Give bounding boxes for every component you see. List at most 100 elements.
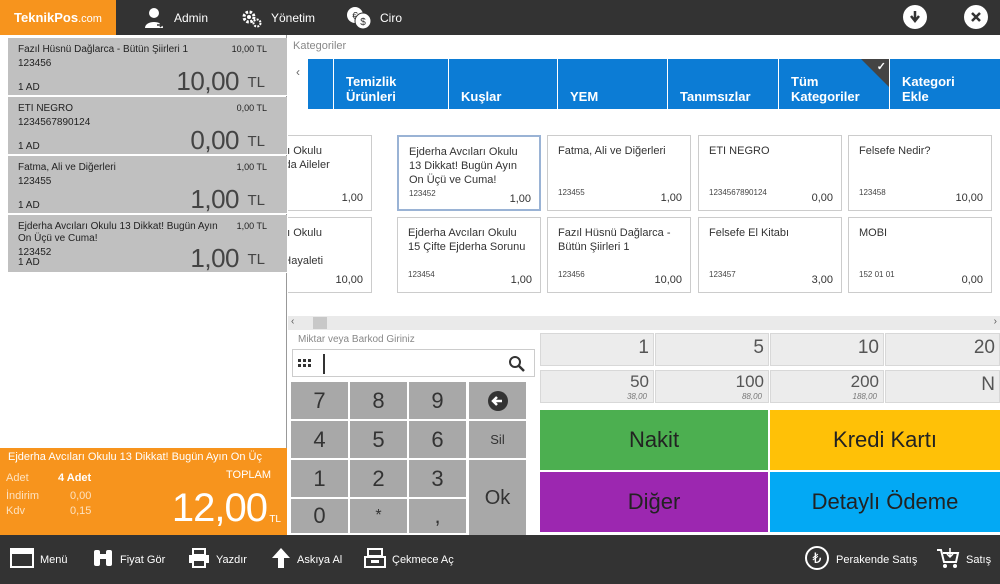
diger-button[interactable]: Diğer — [540, 472, 768, 532]
kredi-karti-button[interactable]: Kredi Kartı — [770, 410, 1000, 470]
amount-button[interactable]: 20 — [885, 333, 1000, 366]
cart-item-name: Fatma, Ali ve Diğerleri — [18, 162, 116, 173]
keypad-4[interactable]: 4 — [291, 421, 348, 458]
cart-list: Fazıl Hüsnü Dağlarca - Bütün Şiirleri 1 … — [8, 38, 287, 274]
product-card[interactable]: Felsefe Nedir? 123458 10,00 — [848, 135, 992, 211]
window-icon — [10, 548, 34, 571]
amount-button[interactable]: N — [885, 370, 1000, 403]
amount-button[interactable]: 1 — [540, 333, 654, 366]
category-tab-partial[interactable] — [308, 59, 333, 109]
keypad-0[interactable]: 0 — [291, 499, 348, 533]
admin-label: Admin — [174, 10, 209, 25]
product-name: Felsefe Nedir? — [859, 145, 931, 157]
category-tab-label: Tüm Kategoriler — [791, 74, 860, 104]
menu-label: Menü — [40, 553, 68, 566]
perakende-satis-button[interactable]: ₺ Perakende Satış — [804, 535, 917, 584]
horizontal-scrollbar[interactable]: ‹ › — [288, 316, 1000, 330]
product-card[interactable]: Fatma, Ali ve Diğerleri 123455 1,00 — [547, 135, 691, 211]
menu-button[interactable]: Menü — [10, 535, 68, 584]
category-scroll-left-button[interactable]: ‹ — [288, 59, 308, 109]
scroll-right-icon[interactable]: › — [993, 316, 997, 327]
category-tab-ekle[interactable]: Kategori Ekle — [890, 59, 1000, 109]
cart-item[interactable]: Fatma, Ali ve Diğerleri 1,00 TL 123455 1… — [8, 156, 287, 214]
cart-item-name: ETI NEGRO — [18, 103, 74, 114]
product-card[interactable]: ETI NEGRO 1234567890124 0,00 — [698, 135, 842, 211]
keyboard-icon[interactable] — [298, 358, 314, 376]
satis-button[interactable]: Satış — [936, 535, 991, 584]
total-currency: TL — [269, 514, 281, 525]
amount-button[interactable]: 50 38,00 — [540, 370, 654, 403]
category-tab-temizlik[interactable]: Temizlik Ürünleri — [334, 59, 448, 109]
keypad-3[interactable]: 3 — [409, 460, 466, 497]
cekmece-ac-button[interactable]: Çekmece Aç — [364, 535, 454, 584]
product-card[interactable]: Ejderha Avcıları Okulu 13 Dikkat! Bugün … — [397, 135, 541, 211]
barcode-input[interactable] — [323, 354, 503, 374]
brand-domain: .com — [78, 13, 102, 25]
indirim-value: 0,00 — [70, 490, 92, 502]
keypad-6[interactable]: 6 — [409, 421, 466, 458]
barcode-label: Miktar veya Barkod Giriniz — [298, 334, 415, 345]
product-grid: ha Avcıları Okulu vah! Eao'da Aileler 1,0… — [288, 110, 1000, 330]
product-code: 123455 — [558, 188, 585, 197]
close-icon[interactable] — [964, 5, 988, 29]
keypad-1[interactable]: 1 — [291, 460, 348, 497]
keypad-2[interactable]: 2 — [350, 460, 407, 497]
product-name: MOBI — [859, 227, 888, 239]
ciro-button[interactable]: € $ Ciro — [346, 0, 402, 35]
sil-button[interactable]: Sil — [469, 421, 526, 458]
keypad-8[interactable]: 8 — [350, 382, 407, 419]
fiyat-gor-button[interactable]: Fiyat Gör — [92, 535, 165, 584]
category-tab-kuslar[interactable]: Kuşlar — [449, 59, 557, 109]
keypad-comma[interactable]: , — [409, 499, 466, 533]
scrollbar-thumb[interactable] — [313, 317, 327, 329]
check-icon: ✓ — [876, 61, 886, 73]
product-card[interactable]: Felsefe El Kitabı 123457 3,00 — [698, 217, 842, 293]
amount-value: 100 — [735, 372, 764, 391]
product-card[interactable]: Ejderha Avcıları Okulu 15 Çifte Ejderha … — [397, 217, 541, 293]
ok-button[interactable]: Ok — [469, 460, 526, 537]
askiya-al-button[interactable]: Askıya Al — [271, 535, 342, 584]
summary-title: Ejderha Avcıları Okulu 13 Dikkat! Bugün … — [8, 451, 262, 463]
cart-item-currency: TL — [247, 74, 265, 91]
product-card[interactable]: ha Avcıları Okulu : Herbert ntaşı'nın Ha… — [288, 217, 372, 293]
amount-button[interactable]: 5 — [655, 333, 769, 366]
amount-button[interactable]: 10 — [770, 333, 884, 366]
category-tab-yem[interactable]: YEM — [558, 59, 667, 109]
scroll-left-icon[interactable]: ‹ — [291, 316, 295, 327]
product-name: Ejderha Avcıları Okulu 13 Dikkat! Bugün … — [409, 146, 518, 186]
product-name: Fatma, Ali ve Diğerleri — [558, 145, 666, 157]
category-tab-tanimsizlar[interactable]: Tanımsızlar — [668, 59, 778, 109]
keypad-star[interactable]: * — [350, 499, 407, 533]
indirim-label: İndirim — [6, 490, 40, 502]
barcode-field[interactable] — [292, 349, 535, 377]
cart-item-amount: 1,00 — [190, 184, 239, 214]
cart-item[interactable]: Fazıl Hüsnü Dağlarca - Bütün Şiirleri 1 … — [8, 38, 287, 96]
cart-item-code: 123456 — [18, 58, 52, 69]
product-card[interactable]: MOBI 152 01 01 0,00 — [848, 217, 992, 293]
admin-button[interactable]: Admin — [144, 0, 208, 35]
amount-button[interactable]: 100 88,00 — [655, 370, 769, 403]
cart-item[interactable]: ETI NEGRO 0,00 TL 1234567890124 1 AD 0,0… — [8, 97, 287, 155]
amount-button[interactable]: 200 188,00 — [770, 370, 884, 403]
yazdir-button[interactable]: Yazdır — [188, 535, 247, 584]
product-card[interactable]: ha Avcıları Okulu vah! Eao'da Aileler 1,0… — [288, 135, 372, 211]
amount-value: 1 — [638, 337, 649, 358]
yonetim-button[interactable]: Yönetim — [241, 0, 315, 35]
adet-label: Adet — [6, 472, 29, 484]
keypad-5[interactable]: 5 — [350, 421, 407, 458]
cart-item-unit-price: 10,00 TL — [231, 44, 267, 54]
cart-item[interactable]: Ejderha Avcıları Okulu 13 Dikkat! Bugün … — [8, 215, 287, 273]
kdv-label: Kdv — [6, 505, 25, 517]
backspace-button[interactable] — [469, 382, 526, 419]
keypad-7[interactable]: 7 — [291, 382, 348, 419]
category-tab-tum[interactable]: Tüm Kategoriler ✓ — [779, 59, 889, 109]
search-icon[interactable] — [508, 355, 526, 378]
product-code: 123458 — [859, 188, 886, 197]
lira-icon: ₺ — [804, 545, 830, 574]
download-icon[interactable] — [903, 5, 927, 29]
product-card[interactable]: Fazıl Hüsnü Dağlarca - Bütün Şiirleri 1 1… — [547, 217, 691, 293]
keypad-9[interactable]: 9 — [409, 382, 466, 419]
nakit-button[interactable]: Nakit — [540, 410, 768, 470]
detayli-odeme-button[interactable]: Detaylı Ödeme — [770, 472, 1000, 532]
askiya-al-label: Askıya Al — [297, 553, 343, 566]
